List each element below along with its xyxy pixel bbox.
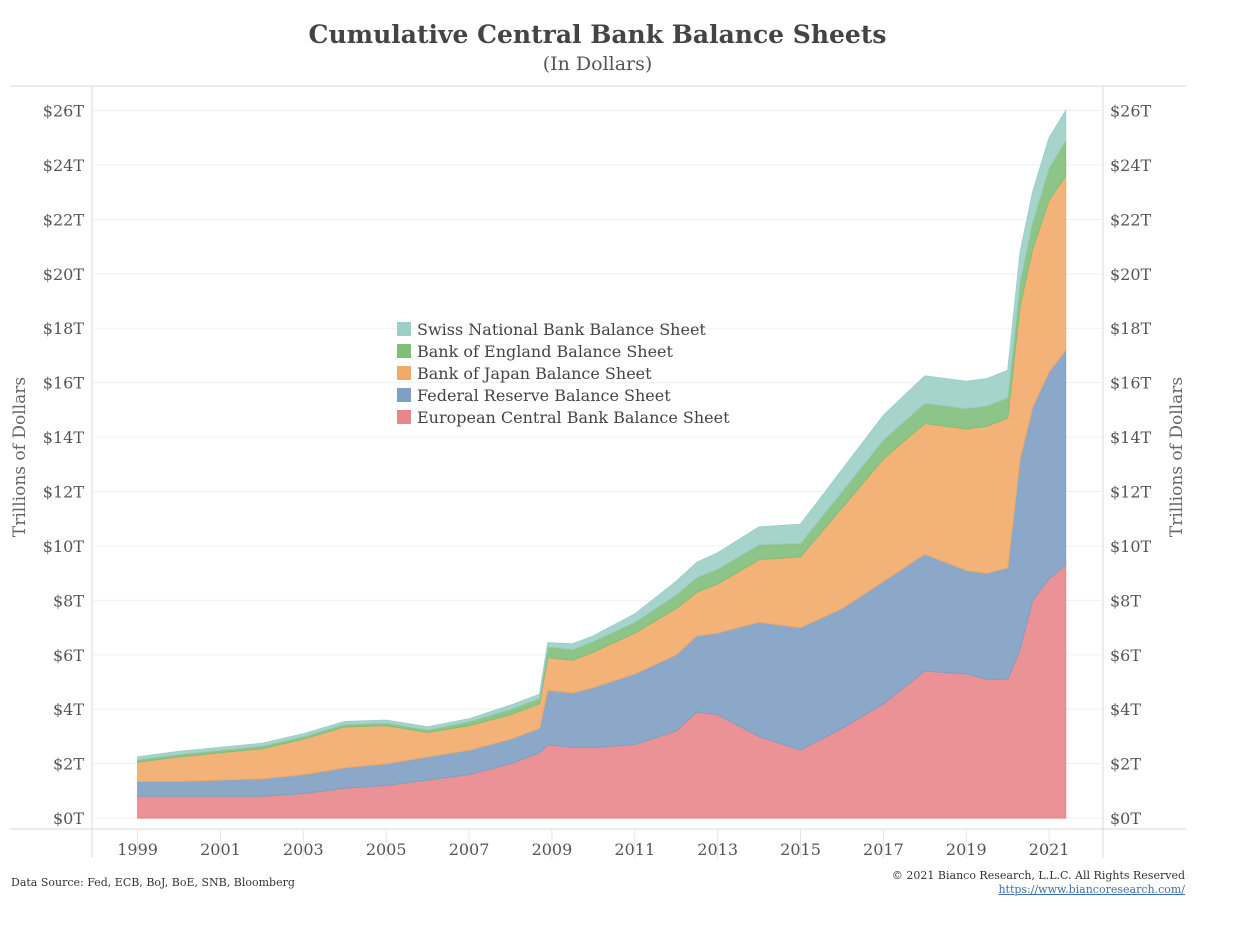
x-axis-ticks: 1999 2001 2003 2005 2007 2009 2011 2013 2015 2017…: [117, 829, 1069, 859]
area-series: [137, 108, 1067, 761]
x-tick-label: 2015: [780, 840, 821, 859]
y-tick-label-left: $26T: [43, 101, 85, 120]
data-source-note: Data Source: Fed, ECB, BoJ, BoE, SNB, Bl…: [11, 876, 295, 889]
chart-subtitle: (In Dollars): [542, 53, 653, 75]
legend-label: Bank of Japan Balance Sheet: [417, 364, 652, 383]
y-axis-title-right: Trillions of Dollars: [1167, 377, 1187, 537]
y-tick-label-left: $22T: [43, 210, 85, 229]
chart-title: Cumulative Central Bank Balance Sheets: [308, 20, 887, 49]
stacked-areas: [137, 108, 1067, 819]
x-tick-label: 2005: [366, 840, 407, 859]
y-tick-label-left: $24T: [43, 156, 85, 175]
y-tick-label-right: $26T: [1110, 101, 1152, 120]
y-tick-label-right: $0T: [1110, 809, 1141, 828]
legend-swatch: [397, 366, 411, 380]
x-tick-label: 2001: [200, 840, 241, 859]
website-link[interactable]: https://www.biancoresearch.com/: [998, 883, 1185, 896]
y-tick-label-left: $20T: [43, 265, 85, 284]
x-tick-label: 2017: [863, 840, 904, 859]
y-tick-label-left: $8T: [53, 591, 84, 610]
y-tick-label-right: $18T: [1110, 319, 1152, 338]
x-tick-label: 2013: [697, 840, 738, 859]
y-tick-label-right: $6T: [1110, 646, 1141, 665]
legend-label: Swiss National Bank Balance Sheet: [417, 320, 706, 339]
y-tick-label-left: $0T: [53, 809, 84, 828]
y-tick-label-left: $10T: [43, 537, 85, 556]
y-tick-label-left: $18T: [43, 319, 85, 338]
y-tick-label-right: $14T: [1110, 428, 1152, 447]
y-tick-label-left: $16T: [43, 374, 85, 393]
y-axis-ticks: $0T $0T $2T $2T $4T $4T $6T $6T $8T $8T $10T $10T $1…: [43, 101, 1152, 828]
x-tick-label: 2011: [614, 840, 655, 859]
x-tick-label: 2003: [283, 840, 324, 859]
legend-swatch: [397, 388, 411, 402]
legend-label: Federal Reserve Balance Sheet: [417, 386, 671, 405]
x-tick-label: 2019: [946, 840, 987, 859]
y-tick-label-right: $20T: [1110, 265, 1152, 284]
x-tick-label: 2007: [449, 840, 490, 859]
legend-label: European Central Bank Balance Sheet: [417, 408, 730, 427]
y-axis-title-left: Trillions of Dollars: [10, 377, 30, 537]
y-tick-label-left: $12T: [43, 483, 85, 502]
x-tick-label: 2021: [1029, 840, 1070, 859]
y-tick-label-left: $14T: [43, 428, 85, 447]
y-tick-label-right: $12T: [1110, 483, 1152, 502]
y-tick-label-right: $22T: [1110, 210, 1152, 229]
legend-swatch: [397, 410, 411, 424]
y-tick-label-right: $4T: [1110, 700, 1141, 719]
copyright-block: © 2021 Bianco Research, L.L.C. All Right…: [892, 869, 1185, 897]
legend: Swiss National Bank Balance Sheet Bank of…: [397, 320, 730, 427]
legend-swatch: [397, 344, 411, 358]
y-tick-label-right: $24T: [1110, 156, 1152, 175]
y-tick-label-left: $2T: [53, 755, 84, 774]
y-tick-label-right: $8T: [1110, 591, 1141, 610]
y-tick-label-right: $2T: [1110, 755, 1141, 774]
y-tick-label-right: $16T: [1110, 374, 1152, 393]
copyright-text: © 2021 Bianco Research, L.L.C. All Right…: [891, 869, 1185, 882]
y-tick-label-left: $4T: [53, 700, 84, 719]
y-tick-label-left: $6T: [53, 646, 84, 665]
legend-swatch: [397, 322, 411, 336]
x-tick-label: 1999: [117, 840, 158, 859]
x-tick-label: 2009: [532, 840, 573, 859]
y-tick-label-right: $10T: [1110, 537, 1152, 556]
legend-label: Bank of England Balance Sheet: [417, 342, 674, 361]
